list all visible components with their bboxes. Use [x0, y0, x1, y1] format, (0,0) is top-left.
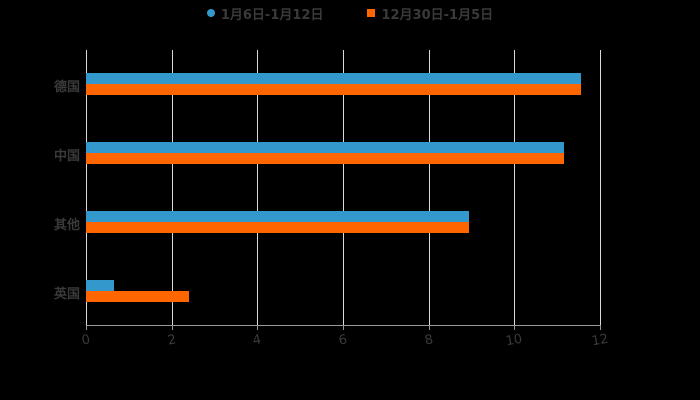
legend-label: 12月30日-1月5日 [381, 7, 494, 23]
y-axis-category-label: 其他 [53, 218, 80, 233]
x-axis-tick [171, 325, 173, 330]
y-axis-line [86, 50, 87, 325]
x-axis-line [86, 325, 600, 326]
legend-square-icon [367, 9, 376, 17]
x-axis-tick [257, 325, 259, 330]
legend-item-series-b[interactable]: 12月30日-1月5日 [367, 4, 493, 23]
gridline [428, 50, 430, 325]
x-axis-tick [514, 325, 516, 330]
bar-series-b[interactable] [86, 222, 470, 233]
legend-item-series-a[interactable]: 1月6日-1月12日 [206, 4, 324, 23]
gridline [600, 50, 601, 325]
y-axis-category-label: 中国 [53, 149, 80, 164]
legend-label: 1月6日-1月12日 [220, 7, 324, 23]
y-axis-category-label: 英国 [53, 287, 80, 302]
bar-series-a[interactable] [86, 211, 470, 222]
x-axis-tick [600, 325, 601, 330]
bar-series-b[interactable] [86, 84, 581, 95]
bar-series-b[interactable] [86, 291, 189, 302]
x-axis-tick-label: 4 [251, 332, 263, 349]
x-axis-tick [343, 325, 344, 330]
x-axis-tick-label: 12 [590, 331, 610, 350]
x-axis-tick-label: 6 [337, 332, 349, 349]
x-axis-tick [428, 325, 430, 330]
x-axis-tick-label: 10 [504, 331, 524, 350]
bar-series-a[interactable] [86, 142, 564, 153]
gridline [514, 50, 516, 325]
gridline [171, 50, 173, 325]
x-axis-tick [86, 325, 87, 330]
y-axis-category-label: 德国 [53, 80, 80, 95]
gridline [343, 50, 344, 325]
legend-circle-icon [206, 9, 215, 17]
bar-series-b[interactable] [86, 153, 564, 164]
x-axis-tick-label: 0 [80, 332, 92, 349]
x-axis-tick-label: 8 [423, 332, 435, 349]
x-axis-tick-label: 2 [166, 332, 178, 349]
gridline [257, 50, 259, 325]
bar-series-a[interactable] [86, 73, 581, 84]
chart-legend: 1月6日-1月12日 12月30日-1月5日 [0, 4, 700, 23]
bar-series-a[interactable] [86, 280, 114, 291]
